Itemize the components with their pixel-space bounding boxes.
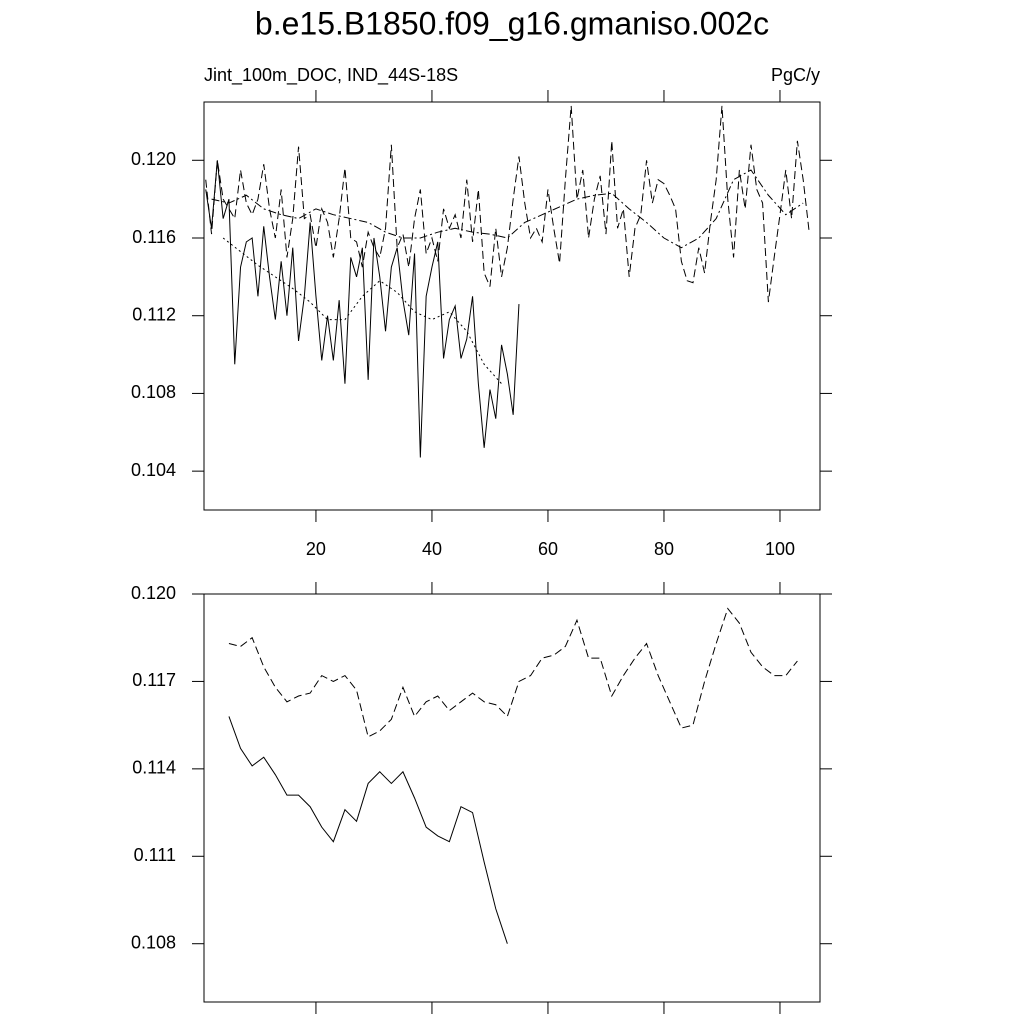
x-tick-label: 80 bbox=[654, 539, 674, 559]
y-tick-label: 0.116 bbox=[132, 227, 176, 247]
data-line bbox=[228, 716, 508, 944]
plot-frame bbox=[203, 101, 821, 511]
data-line bbox=[211, 169, 804, 249]
x-tick-label: 100 bbox=[765, 539, 795, 559]
x-tick-label: 40 bbox=[422, 539, 442, 559]
plot-frame bbox=[203, 593, 821, 1003]
data-line bbox=[205, 105, 810, 303]
y-tick-label: 0.114 bbox=[132, 758, 176, 778]
y-tick-label: 0.120 bbox=[131, 583, 176, 603]
data-line bbox=[205, 160, 520, 458]
y-tick-label: 0.117 bbox=[132, 670, 176, 690]
subtitle: Jint_100m_DOC, IND_44S-18S bbox=[204, 65, 458, 86]
units-label: PgC/y bbox=[771, 65, 820, 85]
y-tick-label: 0.120 bbox=[131, 149, 176, 169]
x-tick-label: 20 bbox=[306, 539, 326, 559]
y-tick-label: 0.112 bbox=[132, 304, 176, 324]
y-tick-label: 0.111 bbox=[134, 845, 176, 865]
chart-title: b.e15.B1850.f09_g16.gmaniso.002c bbox=[255, 5, 769, 41]
data-line bbox=[222, 237, 502, 385]
y-tick-label: 0.104 bbox=[131, 460, 176, 480]
y-tick-label: 0.108 bbox=[131, 932, 176, 952]
x-tick-label: 60 bbox=[538, 539, 558, 559]
data-line bbox=[228, 607, 798, 738]
y-tick-label: 0.108 bbox=[131, 382, 176, 402]
